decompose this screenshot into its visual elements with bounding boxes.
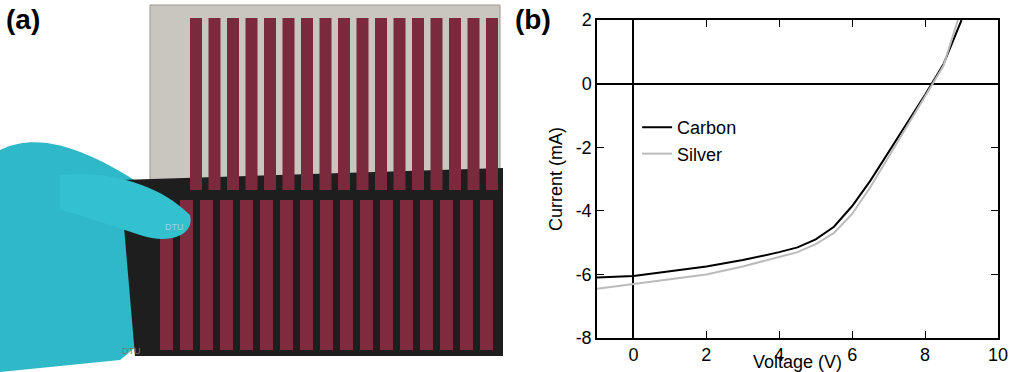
svg-text:Silver: Silver [677, 145, 722, 165]
svg-text:2: 2 [701, 345, 711, 365]
svg-text:4: 4 [774, 345, 784, 365]
svg-text:10: 10 [988, 345, 1008, 365]
svg-text:DTU: DTU [122, 346, 141, 356]
svg-text:-6: -6 [576, 265, 592, 285]
svg-text:Current (mA): Current (mA) [546, 127, 566, 231]
svg-text:8: 8 [920, 345, 930, 365]
svg-text:Voltage (V): Voltage (V) [753, 352, 842, 372]
svg-text:2: 2 [582, 10, 592, 30]
svg-text:DTU: DTU [165, 222, 184, 232]
svg-text:-2: -2 [576, 138, 592, 158]
svg-text:-8: -8 [576, 328, 592, 348]
html-text:(a): (a) [6, 4, 41, 35]
svg-text:6: 6 [847, 345, 857, 365]
svg-text:-4: -4 [576, 201, 592, 221]
svg-text:Carbon: Carbon [677, 118, 736, 138]
svg-text:0: 0 [582, 74, 592, 94]
html-text:(b): (b) [515, 4, 551, 35]
svg-text:0: 0 [628, 345, 638, 365]
